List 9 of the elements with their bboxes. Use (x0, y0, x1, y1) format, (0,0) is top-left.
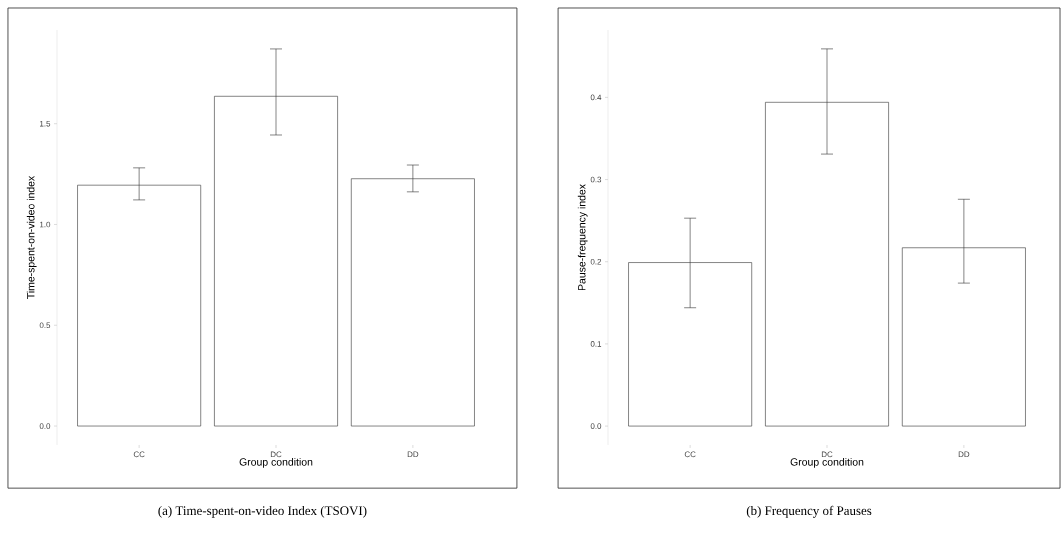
text: (a) Time-spent-on-video Index (TSOVI) (158, 505, 367, 518)
y-axis-title: Time-spent-on-video index (26, 175, 37, 299)
y-axis-title: Pause-frequency index (577, 184, 588, 291)
bar (765, 102, 889, 427)
x-axis-title: Group condition (790, 457, 864, 468)
bar (214, 96, 338, 427)
x-axis-title: Group condition (239, 457, 313, 468)
text: (b) Frequency of Pauses (746, 505, 872, 518)
bar (77, 184, 202, 427)
